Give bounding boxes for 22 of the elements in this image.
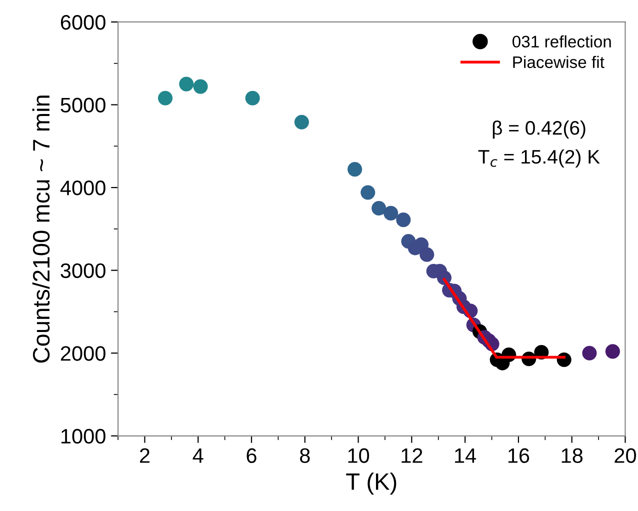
y-tick-label: 1000 <box>61 428 106 444</box>
y-tick-label: 3000 <box>60 263 106 278</box>
y-tick-label: 5000 <box>60 98 106 113</box>
x-tick-label: 6 <box>246 448 256 463</box>
x-tick-label: 8 <box>300 448 310 463</box>
annotation: T$_{c}$ = 15.4(2) K <box>478 149 600 168</box>
annotation: β = 0.42(6) <box>492 120 586 139</box>
x-tick-label: 14 <box>455 448 476 463</box>
x-tick-label: 2 <box>140 448 150 463</box>
legend-label: 031 reflection <box>512 35 611 48</box>
legend-label: Piacewise fit <box>513 56 604 68</box>
x-tick-label: 10 <box>348 448 370 463</box>
y-tick-label: 4000 <box>60 180 106 196</box>
y-tick-label: 6000 <box>60 14 106 30</box>
x-tick-label: 4 <box>192 448 204 463</box>
x-tick-label: 16 <box>508 448 530 463</box>
x-tick-label: 18 <box>562 448 583 463</box>
x-axis-title: T (K) <box>346 472 396 495</box>
y-axis-title: Counts/2100 mcu ~ 7 min <box>32 96 50 363</box>
y-tick-label: 2000 <box>60 346 106 361</box>
x-tick-label: 12 <box>402 448 422 463</box>
x-tick-label: 20 <box>614 448 636 463</box>
